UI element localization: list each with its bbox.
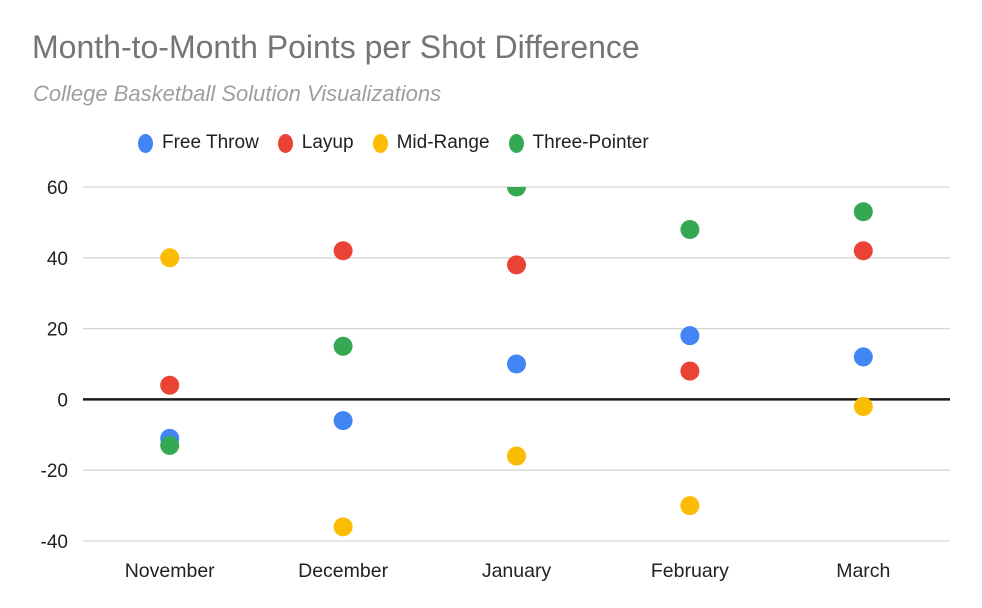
legend-label: Free Throw (162, 132, 259, 153)
data-point-mid-range-january (507, 446, 526, 466)
data-point-three-pointer-february (680, 219, 700, 239)
x-category-label: November (125, 560, 215, 582)
data-point-mid-range-november (160, 248, 180, 268)
legend-dot-icon (508, 133, 524, 153)
legend-dot-icon (277, 133, 293, 153)
data-point-mid-range-march (853, 396, 873, 416)
x-category-label: March (836, 560, 890, 582)
legend-item-free-throw: Free Throw (138, 131, 259, 155)
data-points-layer (160, 187, 873, 537)
legend-label: Layup (301, 132, 354, 153)
y-tick-label: -40 (41, 532, 68, 553)
data-point-free-throw-december (333, 411, 353, 431)
legend-item-layup: Layup (277, 131, 354, 155)
data-point-layup-november (160, 375, 180, 395)
y-tick-label: 20 (47, 320, 68, 341)
data-point-layup-march (853, 241, 873, 261)
y-tick-label: -20 (41, 461, 68, 482)
legend-item-mid-range: Mid-Range (372, 131, 490, 155)
y-tick-label: 0 (57, 390, 68, 411)
y-tick-label: 60 (47, 178, 68, 199)
y-tick-label: 40 (47, 249, 68, 270)
data-point-free-throw-february (680, 326, 700, 346)
data-point-three-pointer-november (160, 435, 180, 455)
chart-legend: Free Throw Layup Mid-Range Three-Pointer (138, 131, 649, 155)
x-category-label: February (651, 560, 729, 582)
data-point-free-throw-january (507, 354, 526, 374)
legend-item-three-pointer: Three-Pointer (508, 131, 649, 155)
legend-dot-icon (138, 133, 153, 153)
chart-subtitle: College Basketball Solution Visualizatio… (33, 81, 442, 106)
data-point-three-pointer-march (853, 202, 873, 222)
x-category-label: December (298, 560, 388, 582)
legend-label: Three-Pointer (532, 132, 649, 153)
data-point-layup-december (333, 241, 353, 261)
chart-title: Month-to-Month Points per Shot Differenc… (32, 29, 640, 65)
data-point-mid-range-february (680, 496, 700, 516)
data-point-three-pointer-january (507, 187, 526, 197)
data-point-layup-january (507, 255, 526, 275)
data-point-layup-february (680, 361, 700, 381)
data-point-three-pointer-december (333, 336, 353, 356)
data-point-mid-range-december (333, 517, 353, 537)
x-category-label: January (482, 560, 552, 582)
data-point-free-throw-march (853, 347, 873, 367)
legend-label: Mid-Range (396, 132, 490, 153)
legend-dot-icon (372, 133, 388, 153)
